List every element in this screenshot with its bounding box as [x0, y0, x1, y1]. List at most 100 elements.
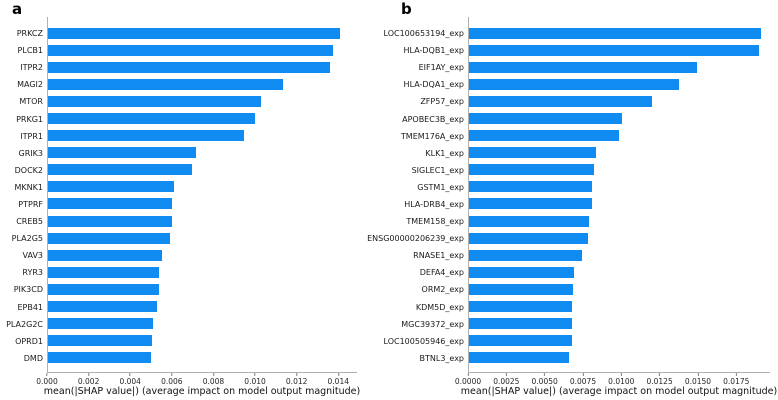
y-tick-label: LOC100653194_exp — [383, 29, 464, 39]
bar-row — [48, 332, 357, 349]
bar-row — [48, 42, 357, 59]
x-tick: 0.0000 — [455, 373, 481, 386]
x-tick-mark — [171, 373, 173, 376]
bar — [48, 198, 172, 210]
bar — [48, 249, 162, 261]
bar — [48, 147, 197, 159]
y-tick-label: OPRD1 — [15, 336, 43, 346]
x-tick-label: 0.0125 — [646, 377, 673, 386]
x-tick: 0.0050 — [532, 373, 558, 386]
y-tick-label: HLA-DRB4_exp — [404, 199, 464, 209]
bar-row — [469, 230, 770, 247]
y-tick-label: TMEM176A_exp — [400, 131, 464, 141]
bar-row — [469, 264, 770, 281]
y-tick-label: VAV3 — [22, 251, 43, 261]
panel-a: a PRKCZ PLCB1 ITPR2 MAGI2 MTOR PRKG1 ITPR1 GRIK… — [0, 0, 360, 397]
bar — [469, 45, 759, 57]
bar-row — [469, 178, 770, 195]
x-tick-mark — [582, 373, 584, 376]
bar-row — [48, 59, 357, 76]
x-tick: 0.008 — [203, 373, 224, 386]
x-tick-mark — [505, 373, 507, 376]
y-tick-label: ORM2_exp — [421, 285, 464, 295]
bar — [48, 232, 171, 244]
x-tick-label: 0.0050 — [531, 377, 558, 386]
x-tick: 0.006 — [161, 373, 183, 386]
bar — [48, 181, 175, 193]
bar — [48, 130, 244, 142]
x-tick: 0.0025 — [493, 373, 519, 386]
bar — [469, 28, 761, 40]
y-tick-label: APOBEC3B_exp — [402, 114, 464, 124]
bar — [469, 266, 575, 278]
bar — [48, 45, 334, 57]
x-tick-mark — [735, 373, 737, 376]
y-axis-labels: LOC100653194_exp HLA-DQB1_exp EIF1AY_exp HL… — [359, 17, 464, 373]
y-tick-label: TMEM158_exp — [406, 217, 464, 227]
x-axis-ticks: 0.0000 0.0025 0.0050 0.0075 0.0100 0.0125 0.01… — [455, 373, 770, 389]
bar-row — [48, 213, 357, 230]
x-tick-label: 0.0175 — [723, 377, 750, 386]
y-tick-label: ITPR1 — [20, 131, 43, 141]
y-axis-labels: PRKCZ PLCB1 ITPR2 MAGI2 MTOR PRKG1 ITPR1 GRIK3 D… — [0, 17, 43, 373]
bar-row — [48, 298, 357, 315]
bar-row — [469, 25, 770, 42]
bar — [48, 283, 159, 295]
x-tick: 0.014 — [328, 373, 349, 386]
bar — [48, 113, 255, 125]
bar-row — [48, 127, 357, 144]
y-tick-label: CREB5 — [16, 217, 43, 227]
bar-row — [469, 144, 770, 161]
bar-row — [469, 332, 770, 349]
x-tick-mark — [129, 373, 131, 376]
x-tick-label: 0.0100 — [608, 377, 635, 386]
bar — [469, 232, 589, 244]
y-tick-label: PRKG1 — [16, 114, 43, 124]
bar — [469, 147, 597, 159]
x-tick-mark — [212, 373, 214, 376]
x-tick: 0.0150 — [685, 373, 711, 386]
y-tick-label: RYR3 — [22, 268, 43, 278]
panel-b-letter: b — [401, 0, 412, 18]
panel-b: b LOC100653194_exp HLA-DQB1_exp EIF1AY_exp… — [367, 0, 778, 400]
bar — [469, 215, 589, 227]
x-tick-label: 0.0150 — [684, 377, 712, 386]
bar-row — [469, 213, 770, 230]
bar-row — [469, 315, 770, 332]
x-tick-mark — [46, 373, 48, 376]
x-tick-label: 0.008 — [202, 377, 225, 386]
bar-row — [469, 281, 770, 298]
x-tick: 0.010 — [244, 373, 266, 386]
x-tick-label: 0.002 — [77, 377, 100, 386]
y-tick-label: DEFA4_exp — [419, 268, 464, 278]
y-tick-label: MGC39372_exp — [401, 319, 464, 329]
y-tick-label: HLA-DQA1_exp — [403, 80, 464, 90]
bar-row — [48, 247, 357, 264]
bar-row — [48, 195, 357, 212]
bar-row — [469, 93, 770, 110]
bar-row — [469, 349, 770, 366]
x-tick: 0.0175 — [723, 373, 749, 386]
bar-row — [48, 144, 357, 161]
y-tick-label: HLA-DQB1_exp — [403, 46, 464, 56]
x-tick-mark — [88, 373, 90, 376]
plot-area — [468, 17, 770, 373]
x-tick-mark — [659, 373, 661, 376]
bar — [469, 164, 594, 176]
bar — [48, 79, 283, 91]
x-tick: 0.002 — [78, 373, 99, 386]
y-tick-label: PRKCZ — [16, 29, 43, 39]
bar — [469, 198, 593, 210]
y-tick-label: PIK3CD — [13, 285, 43, 295]
y-tick-label: GRIK3 — [18, 148, 43, 158]
x-tick-label: 0.012 — [285, 377, 308, 386]
y-tick-label: PLA2G5 — [11, 234, 43, 244]
bar — [469, 249, 583, 261]
x-tick: 0.012 — [286, 373, 307, 386]
y-tick-label: MAGI2 — [17, 80, 43, 90]
bar-row — [469, 298, 770, 315]
y-tick-label: KDM5D_exp — [415, 302, 464, 312]
x-tick-label: 0.0000 — [454, 377, 482, 386]
bar-row — [48, 178, 357, 195]
